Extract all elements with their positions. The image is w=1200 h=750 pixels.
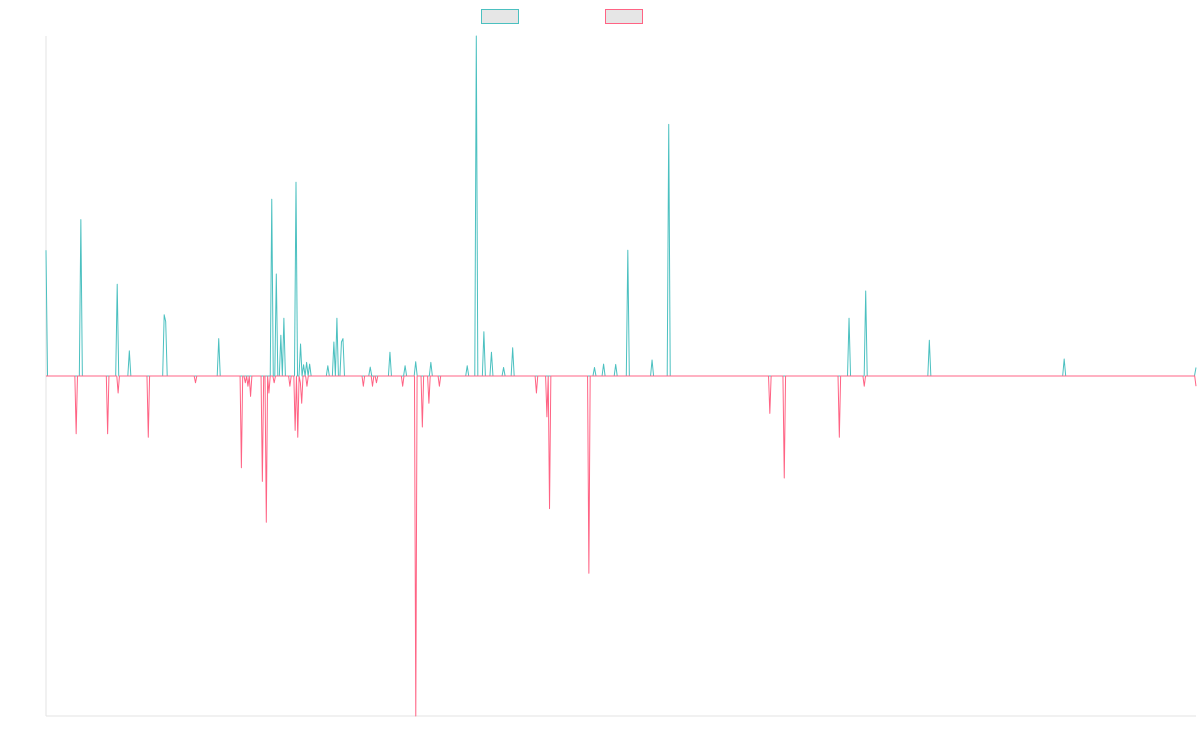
series-line-1 bbox=[45, 35, 1197, 377]
series-line-2 bbox=[46, 375, 1197, 717]
legend-swatch-series-1[interactable] bbox=[481, 9, 519, 24]
legend-swatch-series-2[interactable] bbox=[605, 9, 643, 24]
series-layer bbox=[45, 35, 1197, 717]
